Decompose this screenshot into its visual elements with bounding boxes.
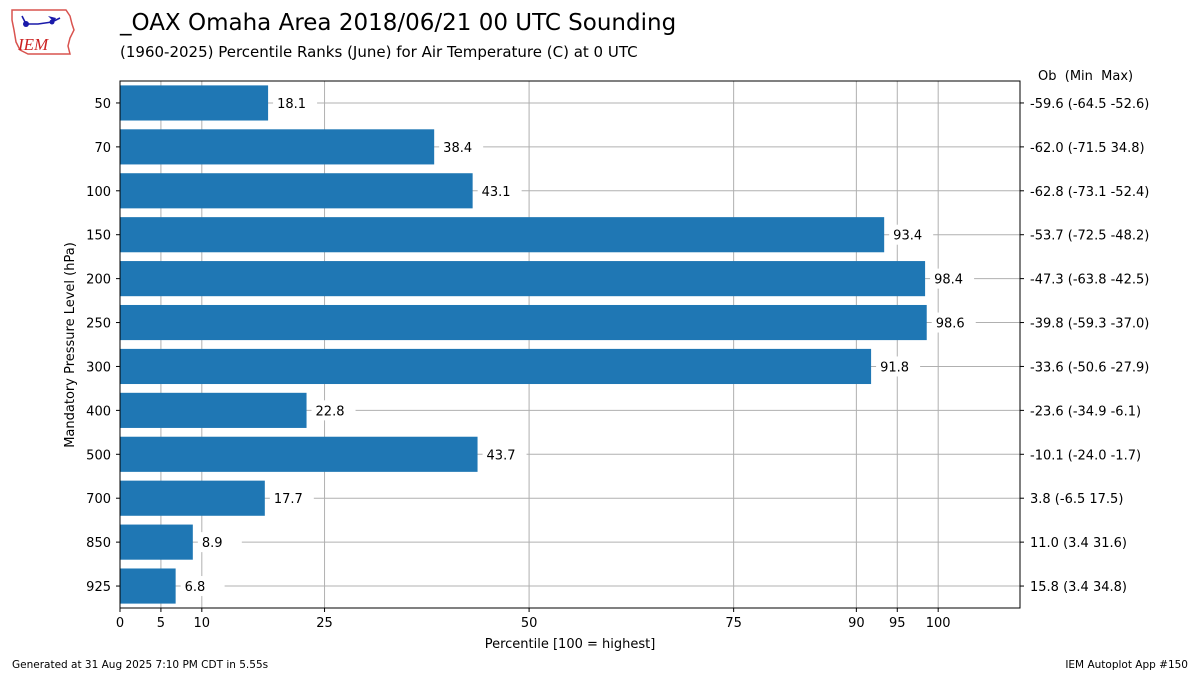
value-label-bg <box>197 532 242 553</box>
y-tick-label: 150 <box>86 229 111 244</box>
bar-925-hpa <box>120 568 176 604</box>
x-tick-label: 0 <box>116 616 124 631</box>
bar-70-hpa <box>120 129 435 165</box>
bar-700-hpa <box>120 480 265 516</box>
right-tick-label: -39.8 (-59.3 -37.0) <box>1030 317 1149 332</box>
x-tick-label: 95 <box>889 616 906 631</box>
value-label: 98.4 <box>934 273 963 288</box>
value-label: 91.8 <box>880 360 909 375</box>
value-label: 8.9 <box>202 536 223 551</box>
value-label: 98.6 <box>936 317 965 332</box>
x-tick-label: 25 <box>316 616 333 631</box>
right-tick-label: -10.1 (-24.0 -1.7) <box>1030 448 1141 463</box>
x-tick-label: 10 <box>194 616 211 631</box>
bar-500-hpa <box>120 436 478 472</box>
bar-300-hpa <box>120 348 872 385</box>
value-label-bg <box>180 576 225 597</box>
x-tick-label: 75 <box>725 616 742 631</box>
value-label: 43.7 <box>487 448 516 463</box>
right-tick-label: -53.7 (-72.5 -48.2) <box>1030 229 1149 244</box>
plot-frame <box>119 80 1021 609</box>
y-tick-label: 50 <box>94 97 111 112</box>
value-label: 6.8 <box>185 580 206 595</box>
value-label-bg <box>482 444 527 465</box>
value-label-bg <box>439 136 484 157</box>
bar-150-hpa <box>120 217 885 253</box>
app-note: IEM Autoplot App #150 <box>1065 659 1188 671</box>
y-tick-label: 70 <box>94 141 111 156</box>
value-label-bg <box>269 488 314 509</box>
value-label-bg <box>889 224 934 245</box>
bar-250-hpa <box>120 304 927 341</box>
y-tick-label: 100 <box>86 185 111 200</box>
bar-200-hpa <box>120 261 926 297</box>
chart-subtitle: (1960-2025) Percentile Ranks (June) for … <box>120 43 638 61</box>
right-tick-label: -62.8 (-73.1 -52.4) <box>1030 185 1149 200</box>
labels-layer: 18.1 38.4 43.1 93.4 98.4 98.6 91.8 22.8 43.7 17.7… <box>180 92 976 597</box>
right-column-header: Ob (Min Max) <box>1038 69 1133 84</box>
generated-note: Generated at 31 Aug 2025 7:10 PM CDT in … <box>12 659 269 671</box>
y-tick-label: 925 <box>86 580 111 595</box>
logo-text: IEM <box>17 35 49 54</box>
value-label: 38.4 <box>443 141 472 156</box>
value-label-bg <box>273 92 318 113</box>
value-label: 43.1 <box>482 185 511 200</box>
bar-850-hpa <box>120 524 193 560</box>
y-tick-label: 850 <box>86 536 111 551</box>
y-axis-label: Mandatory Pressure Level (hPa) <box>63 242 78 448</box>
right-tick-label: -47.3 (-63.8 -42.5) <box>1030 273 1149 288</box>
iem-logo: IEM <box>11 9 75 55</box>
bar-400-hpa <box>120 392 307 428</box>
x-tick-label: 50 <box>521 616 538 631</box>
value-label-bg <box>477 180 522 201</box>
y-tick-label: 500 <box>86 448 111 463</box>
right-tick-label: -62.0 (-71.5 34.8) <box>1030 141 1145 156</box>
right-tick-label: -23.6 (-34.9 -6.1) <box>1030 404 1141 419</box>
y-tick-label: 200 <box>86 273 111 288</box>
right-tick-label: 3.8 (-6.5 17.5) <box>1030 492 1123 507</box>
right-tick-label: -33.6 (-50.6 -27.9) <box>1030 360 1149 375</box>
value-label: 18.1 <box>277 97 306 112</box>
value-label: 17.7 <box>274 492 303 507</box>
x-tick-label: 90 <box>848 616 865 631</box>
value-label-bg <box>931 312 976 333</box>
x-tick-label: 5 <box>157 616 165 631</box>
axes-layer: 0 5 10 25 50 75 90 95 100 50 -59.6 (-64.5 -52.6) 70… <box>86 97 1149 631</box>
bars-layer <box>120 85 927 604</box>
y-tick-label: 700 <box>86 492 111 507</box>
bar-50-hpa <box>120 85 269 121</box>
right-tick-label: 15.8 (3.4 34.8) <box>1030 580 1127 595</box>
value-label-bg <box>876 356 921 377</box>
value-label: 22.8 <box>316 404 345 419</box>
x-axis-label: Percentile [100 = highest] <box>485 637 656 652</box>
value-label: 93.4 <box>893 229 922 244</box>
chart-title: _OAX Omaha Area 2018/06/21 00 UTC Soundi… <box>120 10 677 36</box>
x-tick-label: 100 <box>926 616 951 631</box>
right-tick-label: -59.6 (-64.5 -52.6) <box>1030 97 1149 112</box>
value-label-bg <box>311 400 356 421</box>
right-tick-label: 11.0 (3.4 31.6) <box>1030 536 1127 551</box>
value-label-bg <box>930 268 975 289</box>
y-tick-label: 250 <box>86 317 111 332</box>
y-tick-label: 400 <box>86 404 111 419</box>
y-tick-label: 300 <box>86 360 111 375</box>
bar-100-hpa <box>120 173 473 209</box>
